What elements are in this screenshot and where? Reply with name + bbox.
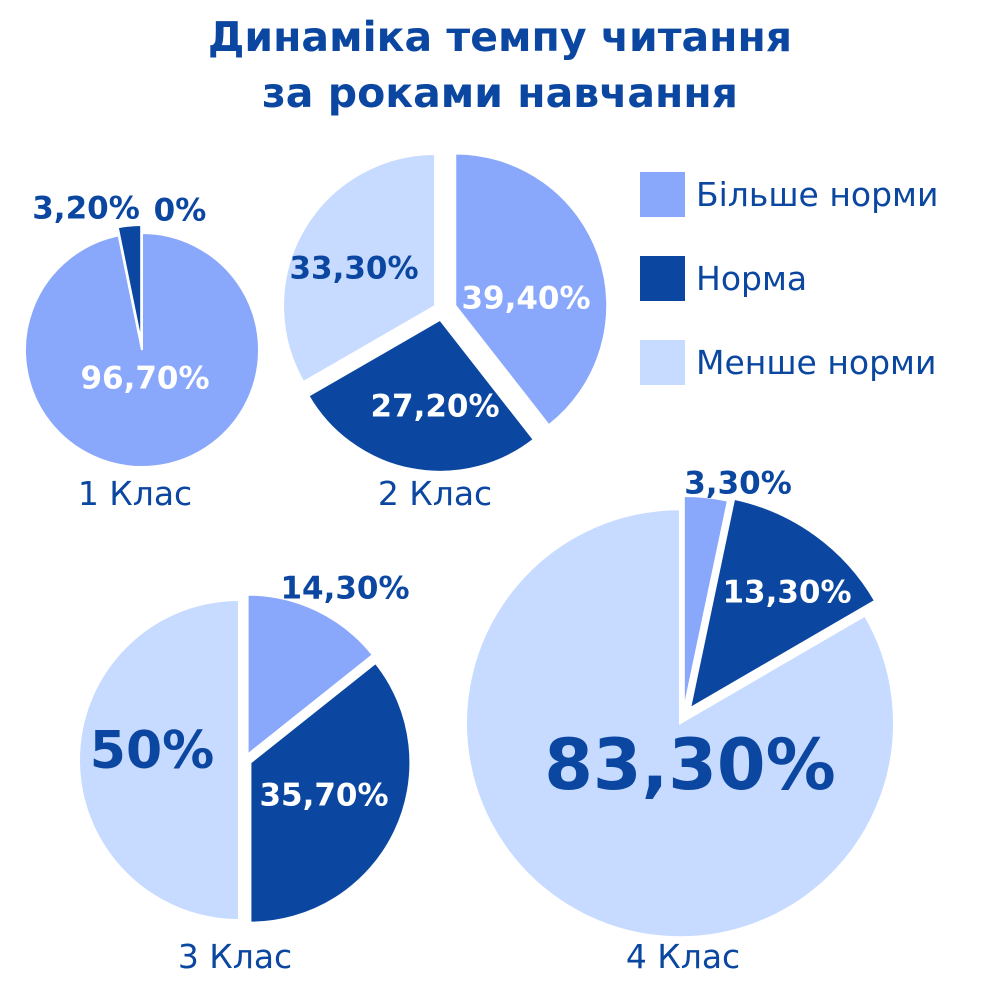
pie1-slice-more: [24, 231, 260, 468]
pie1-title: 1 Клас: [78, 474, 192, 513]
pie4-slice-less: [465, 508, 895, 939]
pie3-label-less: 50%: [90, 721, 214, 781]
legend-swatch-less: [640, 340, 685, 385]
pie1-label-more: 96,70%: [80, 361, 209, 397]
chart-title-line1: Динаміка темпу читання: [207, 13, 793, 61]
pie4-label-less: 83,30%: [544, 724, 836, 806]
pie2-slice-more: [454, 152, 609, 427]
pie4-label-more: 3,30%: [684, 466, 792, 502]
pie4-slice-norm: [688, 497, 877, 711]
pie-chart-3: 14,30% 35,70% 50% 3 Клас: [78, 571, 412, 976]
pie1-label-norm: 3,20%: [32, 191, 140, 227]
pie2-label-norm: 27,20%: [370, 389, 499, 425]
pie3-label-more: 14,30%: [280, 571, 409, 607]
pie3-slice-norm: [249, 661, 412, 924]
pie-chart-1: 96,70% 3,20% 0% 1 Клас: [24, 191, 260, 513]
pie-chart-4: 3,30% 13,30% 83,30% 4 Клас: [465, 466, 895, 976]
pie3-label-norm: 35,70%: [259, 778, 388, 814]
legend-label-more: Більше норми: [696, 175, 939, 214]
pie1-label-less: 0%: [154, 193, 207, 229]
pie3-slice-less: [78, 598, 240, 922]
legend-swatch-more: [640, 172, 685, 217]
pie3-title: 3 Клас: [178, 937, 292, 976]
pie4-title: 4 Клас: [626, 937, 740, 976]
pie4-slice-more: [682, 495, 730, 711]
pie2-title: 2 Клас: [378, 474, 492, 513]
pie2-slice-norm: [307, 318, 536, 473]
legend-swatch-norm: [640, 256, 685, 301]
pie-chart-2: 39,40% 27,20% 33,30% 2 Клас: [282, 152, 609, 513]
pie2-label-less: 33,30%: [289, 251, 418, 287]
legend-label-less: Менше норми: [696, 343, 937, 382]
pie4-label-norm: 13,30%: [722, 575, 851, 611]
chart-title-line2: за роками навчання: [261, 69, 739, 117]
pie2-label-more: 39,40%: [461, 281, 590, 317]
legend-label-norm: Норма: [696, 259, 808, 298]
pie2-slice-less: [282, 152, 437, 384]
pie1-slice-norm: [116, 224, 143, 343]
pie3-slice-more: [246, 593, 375, 757]
